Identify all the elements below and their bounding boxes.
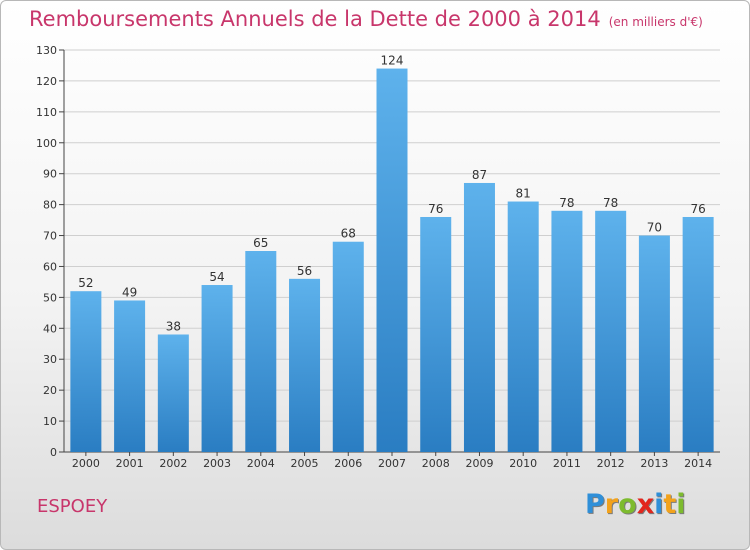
bar — [638, 235, 670, 452]
bar-value-label: 49 — [122, 285, 137, 299]
x-tick-label: 2006 — [334, 457, 362, 470]
bar-value-label: 124 — [381, 54, 404, 68]
y-tick-label: 40 — [43, 322, 57, 335]
y-tick-label: 0 — [50, 446, 57, 459]
chart-title: Remboursements Annuels de la Dette de 20… — [29, 7, 703, 31]
bar-value-label: 68 — [341, 227, 356, 241]
y-tick-label: 30 — [43, 353, 57, 366]
commune-name: ESPOEY — [37, 496, 108, 517]
bar — [507, 201, 539, 452]
y-tick-label: 50 — [43, 291, 57, 304]
bar-value-label: 76 — [690, 202, 705, 216]
x-tick-label: 2007 — [378, 457, 406, 470]
x-tick-label: 2014 — [684, 457, 712, 470]
bar-value-label: 78 — [603, 196, 618, 210]
bar — [245, 251, 277, 452]
y-tick-label: 110 — [36, 106, 57, 119]
y-tick-label: 130 — [36, 44, 57, 57]
x-tick-label: 2013 — [640, 457, 668, 470]
x-tick-label: 2002 — [159, 457, 187, 470]
y-tick-label: 80 — [43, 199, 57, 212]
bar-value-label: 52 — [78, 276, 93, 290]
bar-value-label: 38 — [166, 319, 181, 333]
x-tick-label: 2009 — [465, 457, 493, 470]
bar — [332, 241, 364, 452]
bar-value-label: 81 — [516, 187, 531, 201]
logo-letter: P — [585, 489, 605, 520]
y-tick-label: 10 — [43, 415, 57, 428]
logo-letter: o — [618, 489, 637, 520]
x-tick-label: 2010 — [509, 457, 537, 470]
y-tick-label: 60 — [43, 260, 57, 273]
bar — [595, 210, 627, 452]
bar — [463, 182, 495, 452]
bar-value-label: 65 — [253, 236, 268, 250]
chart-title-main: Remboursements Annuels de la Dette de 20… — [29, 7, 601, 31]
logo-letter: r — [604, 489, 619, 520]
x-tick-label: 2005 — [291, 457, 319, 470]
bar-value-label: 54 — [209, 270, 224, 284]
y-tick-label: 20 — [43, 384, 57, 397]
x-tick-label: 2011 — [553, 457, 581, 470]
y-tick-label: 90 — [43, 168, 57, 181]
bar — [70, 291, 102, 452]
bar-value-label: 87 — [472, 168, 487, 182]
x-tick-label: 2003 — [203, 457, 231, 470]
bar — [551, 210, 583, 452]
bar-value-label: 78 — [559, 196, 574, 210]
bar — [289, 278, 321, 452]
bar — [157, 334, 189, 452]
bar-value-label: 76 — [428, 202, 443, 216]
x-tick-label: 2000 — [72, 457, 100, 470]
logo-letter: t — [663, 489, 677, 520]
proxiti-logo[interactable]: Proxiti — [585, 489, 686, 520]
x-tick-label: 2001 — [116, 457, 144, 470]
bar — [376, 68, 408, 453]
bar — [201, 285, 233, 452]
y-tick-label: 100 — [36, 137, 57, 150]
y-tick-label: 70 — [43, 230, 57, 243]
x-tick-label: 2012 — [597, 457, 625, 470]
bars — [70, 68, 714, 453]
chart-title-unit: (en milliers d'€) — [608, 15, 703, 29]
bar-value-label: 70 — [647, 221, 662, 235]
labels: 0 10 20 30 40 50 60 70 80 90 100 110 120 130 52 2000 49 2… — [36, 44, 712, 470]
y-tick-label: 120 — [36, 75, 57, 88]
x-tick-label: 2004 — [247, 457, 275, 470]
bar — [114, 300, 146, 452]
bar — [420, 216, 452, 452]
x-tick-label: 2008 — [422, 457, 450, 470]
logo-letter: x — [636, 489, 655, 520]
bar-value-label: 56 — [297, 264, 312, 278]
logo-letter: i — [654, 489, 664, 520]
bar — [682, 216, 714, 452]
logo-letter: i — [676, 489, 686, 520]
